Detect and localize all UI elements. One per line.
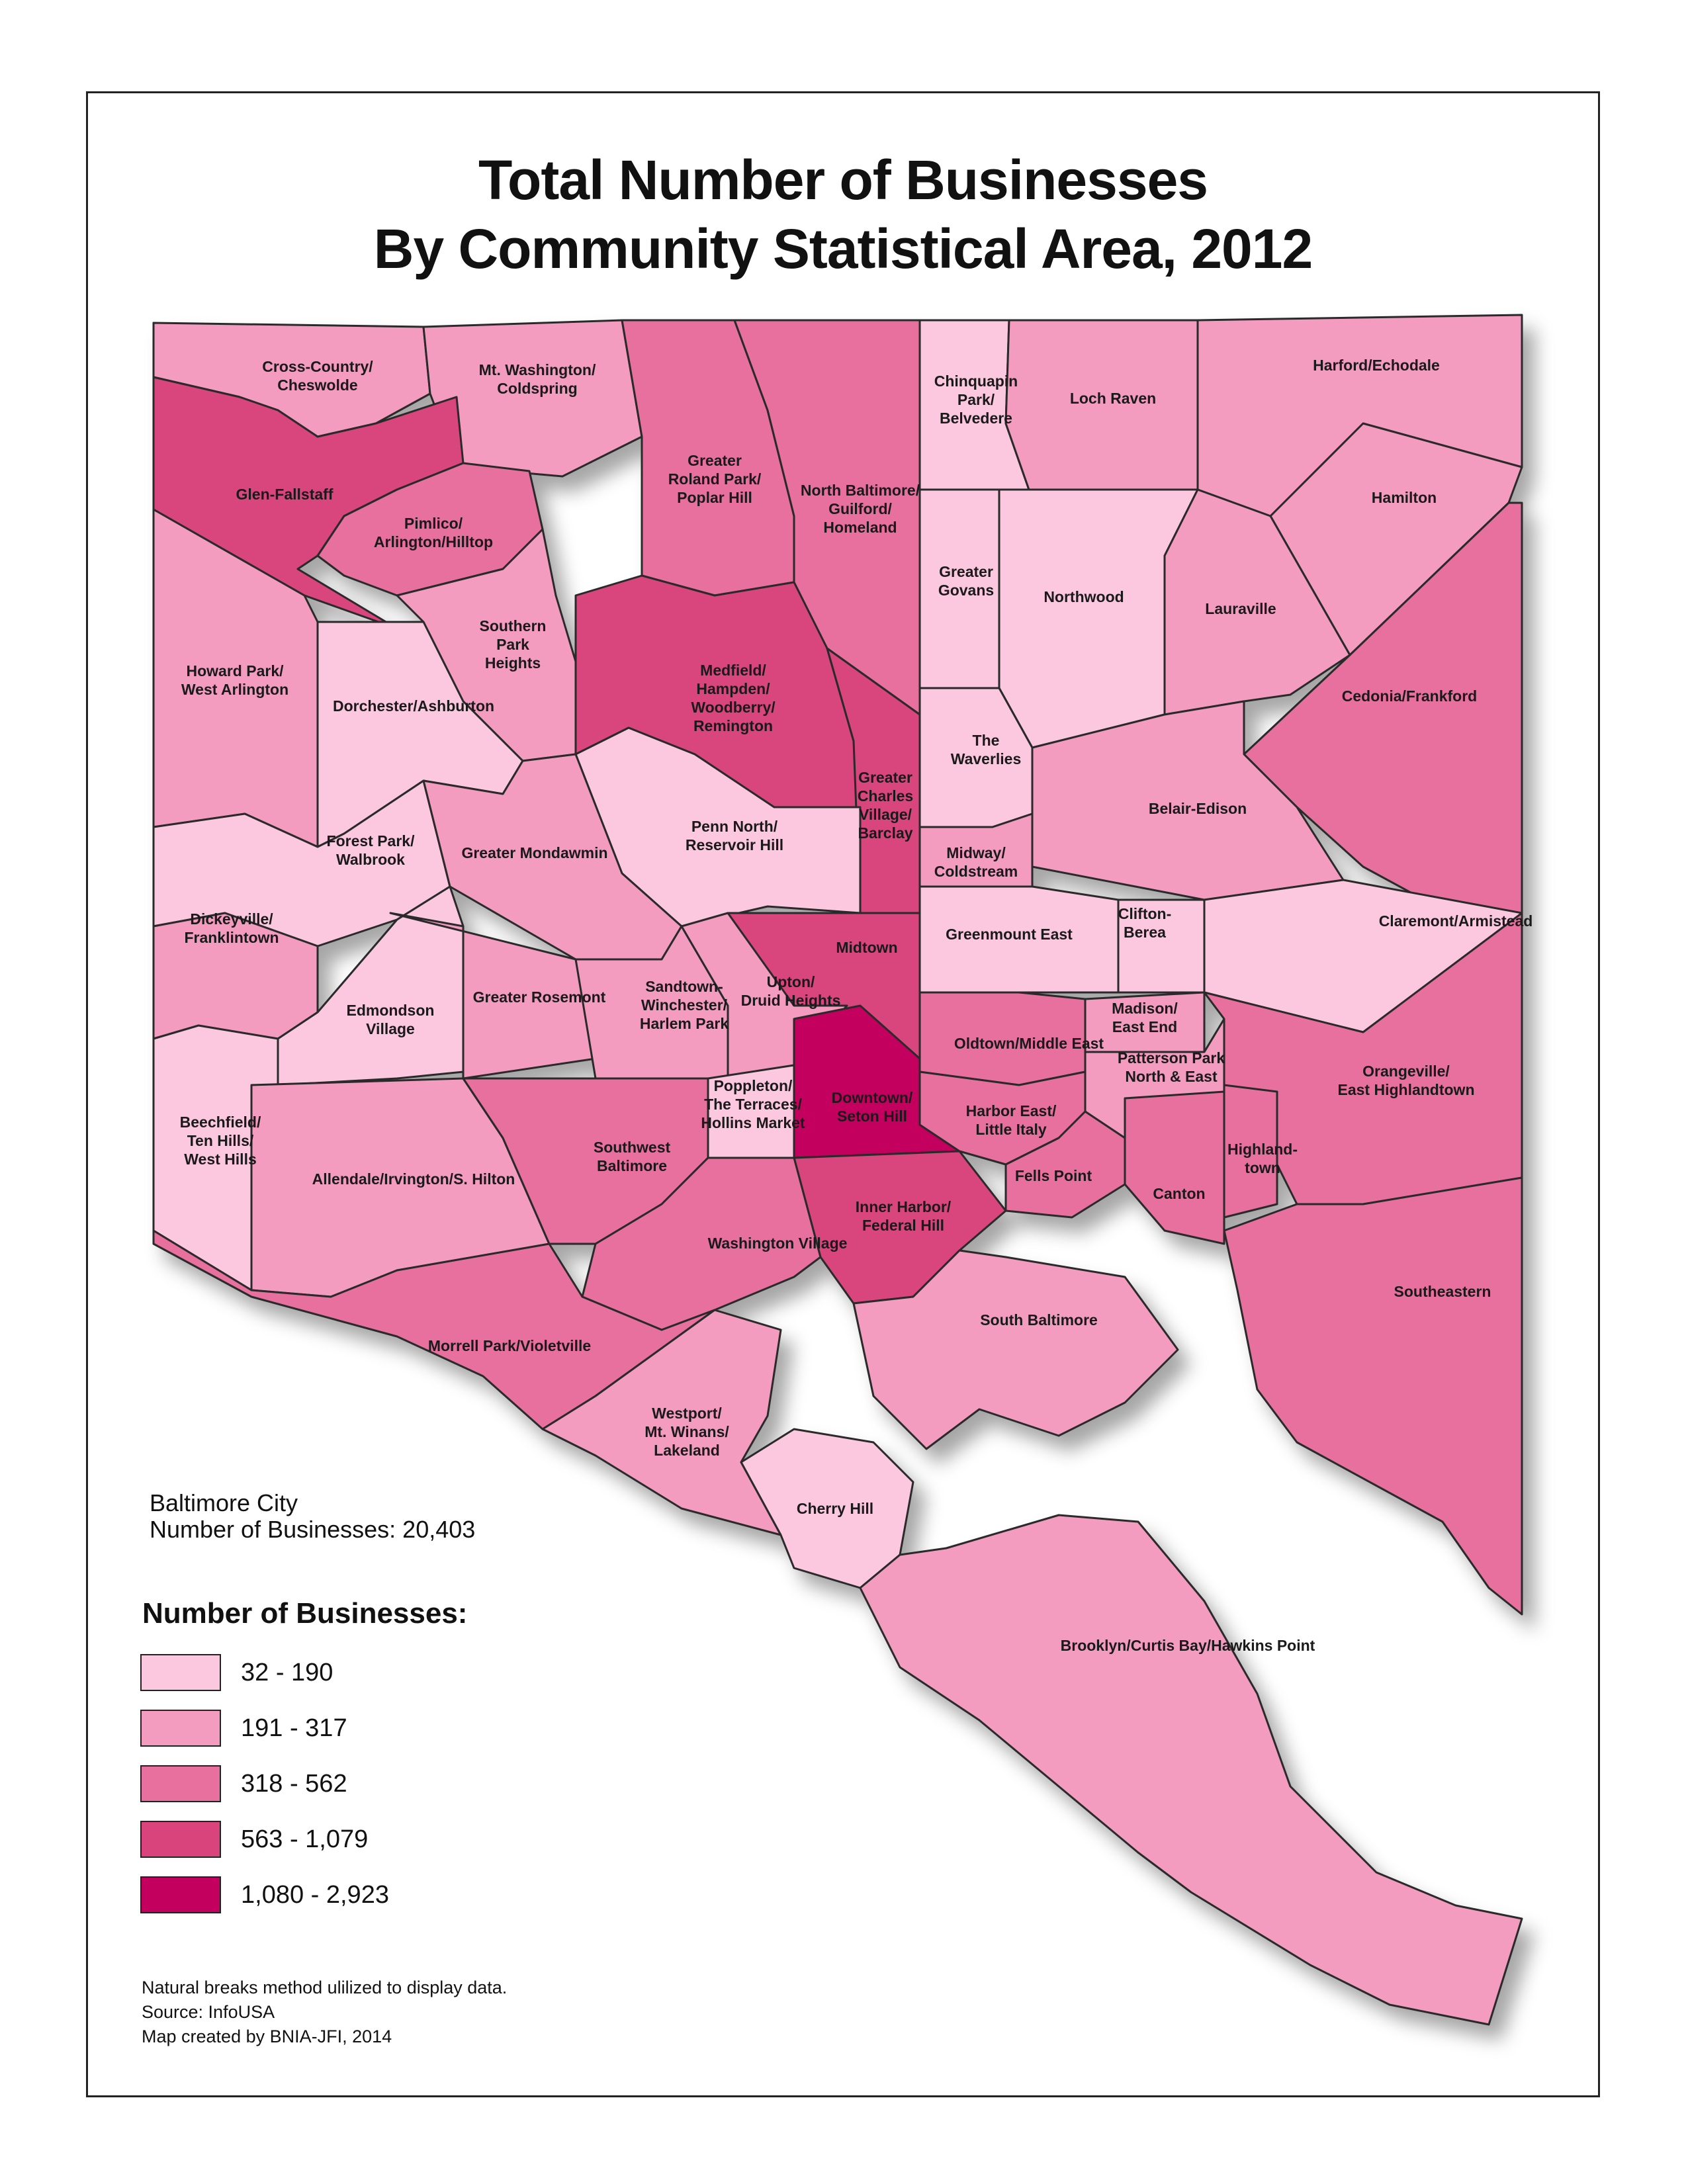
legend-item: 318 - 562: [140, 1756, 347, 1812]
csa-label: Sandtown-Winchester/Harlem Park: [640, 978, 729, 1032]
legend-swatch: [140, 1710, 221, 1747]
csa-region: [316, 462, 544, 597]
legend-item: 1,080 - 2,923: [140, 1867, 389, 1923]
csa-label: Penn North/Reservoir Hill: [686, 818, 783, 853]
csa-label: Patterson Park North & East: [1118, 1049, 1225, 1085]
csa-label: Northwood: [1044, 588, 1124, 605]
csa-label: Edmondson Village: [347, 1002, 435, 1037]
csa-label: Upton/Druid Heights: [741, 973, 841, 1009]
csa-region: [541, 1309, 782, 1536]
csa-label: Forest Park/Walbrook: [327, 832, 416, 868]
csa-label: Southwest Baltimore: [594, 1139, 671, 1174]
csa-region: [1163, 488, 1351, 716]
csa-label: Oldtown/Middle East: [954, 1035, 1104, 1052]
note-method: Natural breaks method ulilized to displa…: [142, 1978, 508, 1997]
csa-region: [852, 1249, 1179, 1450]
csa-label: Cherry Hill: [797, 1500, 873, 1517]
csa-label: Beechfield/Ten Hills/West Hills: [180, 1114, 261, 1168]
legend-title: Number of Businesses:: [142, 1597, 468, 1630]
csa-label: Harford/Echodale: [1313, 357, 1440, 374]
csa-label: Downtown/Seton Hill: [832, 1089, 913, 1125]
csa-label: Howard Park/West Arlington: [181, 662, 289, 698]
csa-label: Claremont/Armistead: [1379, 912, 1533, 930]
csa-label: Canton: [1153, 1185, 1205, 1202]
csa-label: Lauraville: [1205, 600, 1276, 617]
legend-swatch: [140, 1876, 221, 1913]
legend-label: 563 - 1,079: [241, 1825, 369, 1853]
city-summary: Baltimore City Number of Businesses: 20,…: [150, 1490, 475, 1543]
csa-label: Fells Point: [1015, 1167, 1092, 1184]
title-line-1: Total Number of Businesses: [478, 149, 1208, 211]
note-credit: Map created by BNIA-JFI, 2014: [142, 2027, 392, 2046]
csa-label: Brooklyn/Curtis Bay/Hawkins Point: [1061, 1637, 1315, 1654]
legend-label: 32 - 190: [241, 1658, 333, 1686]
csa-label: Poppleton/The Terraces/Hollins Market: [701, 1077, 805, 1131]
csa-label: Southeastern: [1394, 1283, 1491, 1300]
legend-label: 318 - 562: [241, 1769, 347, 1798]
csa-label: Midtown: [836, 939, 897, 956]
csa-label: Morrell Park/Violetville: [428, 1337, 591, 1354]
csa-label: Mt. Washington/Coldspring: [479, 361, 596, 397]
csa-label: Greater Rosemont: [473, 988, 606, 1006]
csa-label: Greater Govans: [938, 563, 994, 599]
csa-label: Chinquapin Park/Belvedere: [934, 372, 1018, 427]
legend-item: 563 - 1,079: [140, 1812, 368, 1867]
title-line-2: By Community Statistical Area, 2012: [373, 218, 1313, 280]
legend-label: 1,080 - 2,923: [241, 1880, 389, 1909]
csa-label: Greater Charles Village/Barclay: [858, 769, 913, 842]
csa-label: Washington Village: [708, 1235, 848, 1252]
csa-label: Westport/Mt. Winans/Lakeland: [644, 1405, 729, 1459]
legend-swatch: [140, 1821, 221, 1858]
csa-region: [1031, 700, 1345, 901]
csa-label: North Baltimore/Guilford/Homeland: [801, 482, 920, 536]
legend-item: 32 - 190: [140, 1645, 333, 1700]
csa-label: Midway/Coldstream: [934, 844, 1018, 880]
csa-label: Hamilton: [1372, 489, 1437, 506]
csa-region: [1124, 1090, 1225, 1245]
csa-label: Greater Mondawmin: [461, 844, 607, 861]
city-name: Baltimore City: [150, 1489, 298, 1516]
csa-label: Medfield/Hampden/Woodberry/Remington: [691, 662, 776, 734]
csa-region: [918, 812, 1034, 888]
csa-label: Greenmount East: [946, 926, 1073, 943]
csa-label: Dickeyville/Franklintown: [184, 910, 279, 946]
csa-label: Cedonia/Frankford: [1342, 687, 1477, 705]
csa-label: Highland-town: [1227, 1141, 1298, 1176]
city-business-total: Number of Businesses: 20,403: [150, 1516, 476, 1543]
csa-region: [859, 1514, 1523, 2026]
legend-swatch: [140, 1654, 221, 1691]
csa-label: Inner Harbor/Federal Hill: [856, 1198, 952, 1234]
csa-region: [389, 912, 597, 1080]
csa-label: Glen-Fallstaff: [236, 486, 333, 503]
legend-swatch: [140, 1765, 221, 1802]
csa-label: Belair-Edison: [1149, 800, 1247, 817]
csa-region: [422, 753, 683, 961]
csa-label: Clifton-Berea: [1118, 905, 1171, 941]
csa-label: Madison/East End: [1112, 1000, 1178, 1035]
csa-label: Pimlico/Arlington/Hilltop: [374, 515, 493, 550]
csa-region: [1223, 1176, 1523, 1616]
csa-label: Harbor East/Little Italy: [966, 1102, 1057, 1138]
csa-label: South Baltimore: [980, 1311, 1098, 1329]
note-source: Source: InfoUSA: [142, 2002, 275, 2022]
csa-label: Greater Roland Park/Poplar Hill: [668, 452, 762, 506]
csa-label: Orangeville/East Highlandtown: [1338, 1063, 1475, 1098]
csa-label: Southern Park Heights: [480, 617, 547, 672]
map-notes: Natural breaks method ulilized to displa…: [142, 1976, 507, 2049]
legend-label: 191 - 317: [241, 1714, 347, 1742]
map-title: Total Number of Businesses By Community …: [86, 146, 1600, 283]
csa-label: Allendale/Irvington/S. Hilton: [312, 1170, 515, 1188]
csa-label: Dorchester/Ashburton: [333, 697, 494, 715]
csa-label: Cross-Country/Cheswolde: [262, 358, 373, 394]
legend-item: 191 - 317: [140, 1700, 347, 1756]
csa-label: The Waverlies: [951, 732, 1022, 767]
csa-label: Loch Raven: [1070, 390, 1156, 407]
